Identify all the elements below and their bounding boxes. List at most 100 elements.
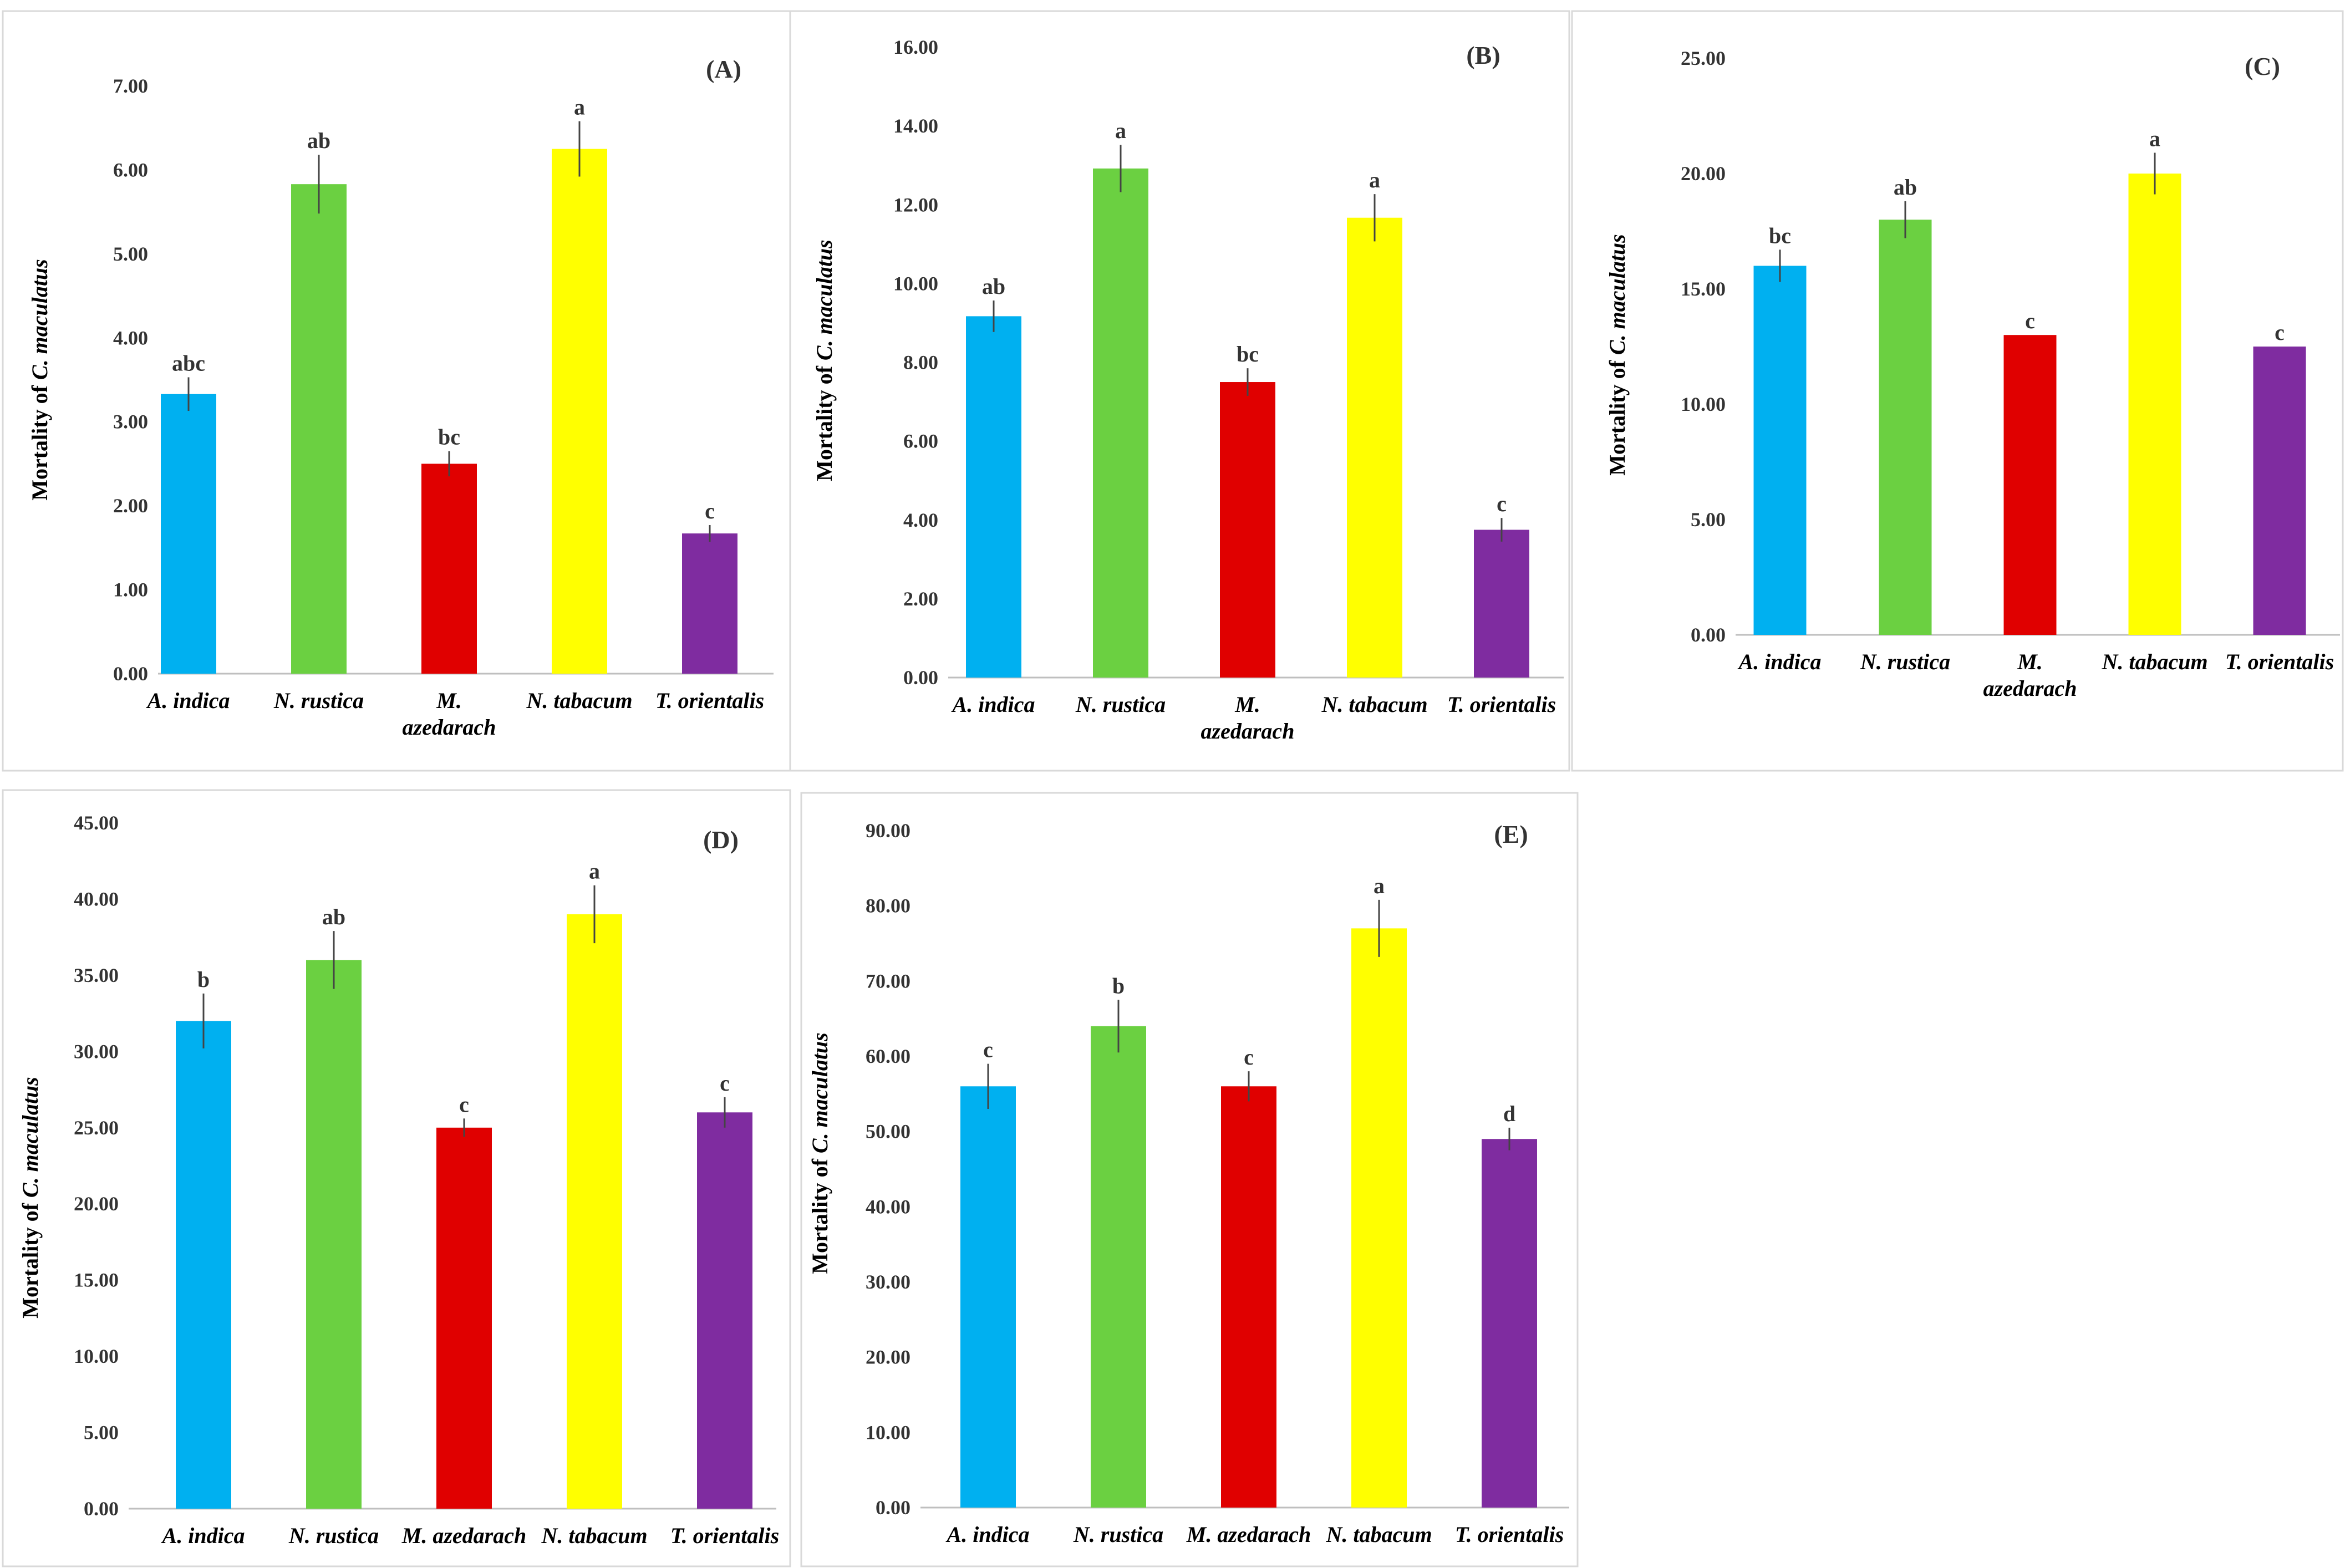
- y-tick-label: 40.00: [74, 888, 119, 910]
- significance-letter: b: [197, 967, 210, 992]
- significance-letter: ab: [307, 128, 330, 153]
- x-tick-label: M. azedarach: [1186, 1522, 1311, 1547]
- y-tick-label: 16.00: [893, 36, 938, 58]
- x-tick-label: T. orientalis: [670, 1523, 779, 1548]
- x-tick-label-line: T. orientalis: [670, 1523, 779, 1548]
- significance-letter: c: [705, 498, 715, 523]
- bar-t-orientalis: [1482, 1139, 1537, 1508]
- y-axis-label-prefix: Mortality of: [1605, 355, 1630, 476]
- x-tick-label-line: M.: [436, 688, 462, 713]
- y-tick-label: 1.00: [113, 579, 148, 601]
- panel-label: (C): [2245, 52, 2280, 80]
- y-tick-label: 2.00: [903, 588, 938, 610]
- bar-n-tabacum: [552, 149, 607, 674]
- significance-letter: a: [1115, 118, 1126, 143]
- significance-letter: a: [574, 95, 585, 120]
- y-axis-label-prefix: Mortality of: [27, 380, 52, 501]
- bar-n-tabacum: [2128, 174, 2181, 635]
- y-tick-label: 40.00: [866, 1195, 910, 1218]
- bar-n-rustica: [1093, 168, 1148, 678]
- y-tick-label: 20.00: [1681, 162, 1726, 185]
- y-tick-label: 30.00: [74, 1040, 119, 1062]
- x-tick-label-line: N. tabacum: [1321, 692, 1427, 717]
- y-axis-label: Mortality of C. maculatus: [1605, 234, 1630, 476]
- bar-t-orientalis: [697, 1112, 752, 1509]
- x-tick-label-line: T. orientalis: [1455, 1522, 1564, 1547]
- x-tick-label: N. rustica: [1860, 649, 1950, 674]
- significance-letter: d: [1503, 1101, 1515, 1126]
- y-tick-label: 4.00: [903, 509, 938, 531]
- y-tick-label: 3.00: [113, 411, 148, 433]
- x-tick-label-line: T. orientalis: [2225, 649, 2334, 674]
- bar-n-rustica: [1879, 220, 1932, 635]
- x-tick-label: N. tabacum: [2101, 649, 2207, 674]
- x-tick-label: N. tabacum: [1321, 692, 1427, 717]
- panel-border: [1571, 10, 2344, 772]
- x-tick-label: N. rustica: [1075, 692, 1166, 717]
- y-axis-label: Mortality of C. maculatus: [27, 259, 52, 501]
- y-axis-label-species: C. maculatus: [807, 1032, 832, 1153]
- y-tick-label: 10.00: [866, 1421, 910, 1443]
- x-tick-label: N. tabacum: [541, 1523, 647, 1548]
- x-tick-label: T. orientalis: [2225, 649, 2334, 674]
- y-axis-label-species: C. maculatus: [812, 240, 837, 360]
- x-tick-label: T. orientalis: [1455, 1522, 1564, 1547]
- panel-background: [790, 11, 1569, 771]
- panel-border: [800, 792, 1579, 1567]
- significance-letter: a: [2149, 126, 2160, 151]
- y-axis-label-prefix: Mortality of: [18, 1198, 43, 1318]
- panel-label: (D): [703, 826, 739, 854]
- bar-a-indica: [161, 394, 216, 674]
- significance-letter: bc: [1237, 342, 1259, 366]
- y-tick-label: 5.00: [84, 1422, 119, 1444]
- y-tick-label: 2.00: [113, 495, 148, 517]
- y-tick-label: 5.00: [1691, 508, 1726, 531]
- y-tick-label: 15.00: [1681, 278, 1726, 300]
- x-tick-label-line: N. rustica: [1075, 692, 1166, 717]
- x-tick-label: A. indica: [146, 688, 230, 713]
- y-tick-label: 0.00: [1691, 624, 1726, 646]
- significance-letter: a: [1369, 167, 1380, 192]
- significance-letter: c: [983, 1037, 993, 1062]
- bar-t-orientalis: [682, 533, 737, 674]
- x-tick-label: N. tabacum: [526, 688, 632, 713]
- significance-letter: bc: [438, 425, 460, 450]
- bar-m-azedarach: [1221, 1086, 1276, 1508]
- y-tick-label: 14.00: [893, 115, 938, 137]
- significance-letter: c: [1497, 491, 1507, 516]
- panel-border: [2, 789, 791, 1567]
- chart-panel-a: 0.00 1.00 2.00 3.00 4.00 5.00 6.00 7.00 Mortalit…: [2, 10, 791, 772]
- y-tick-label: 7.00: [113, 75, 148, 97]
- bar-n-rustica: [1091, 1026, 1146, 1508]
- significance-letter: b: [1112, 973, 1125, 998]
- bar-m-azedarach: [1220, 382, 1275, 678]
- x-tick-label: M. azedarach: [403, 688, 496, 740]
- x-tick-label: T. orientalis: [1447, 692, 1556, 717]
- y-tick-label: 8.00: [903, 352, 938, 374]
- y-tick-label: 12.00: [893, 194, 938, 216]
- y-tick-label: 25.00: [1681, 47, 1726, 69]
- significance-letter: a: [1374, 873, 1385, 898]
- y-tick-label: 6.00: [113, 159, 148, 181]
- bar-t-orientalis: [1474, 530, 1529, 678]
- bar-a-indica: [966, 316, 1021, 678]
- y-tick-label: 10.00: [1681, 393, 1726, 415]
- y-axis-label-species: C. maculatus: [1605, 234, 1630, 355]
- chart-panel-b: 0.00 2.00 4.00 6.00 8.00 10.00 12.00 14.00 16.00…: [789, 10, 1570, 772]
- x-tick-label: N. rustica: [273, 688, 364, 713]
- y-tick-label: 70.00: [866, 970, 910, 992]
- x-tick-label: T. orientalis: [655, 688, 764, 713]
- bar-m-azedarach: [421, 464, 477, 674]
- x-tick-label: M. azedarach: [1201, 692, 1295, 744]
- y-tick-label: 10.00: [74, 1345, 119, 1367]
- significance-letter: ab: [1894, 175, 1917, 200]
- significance-letter: ab: [982, 274, 1005, 299]
- bar-a-indica: [176, 1021, 231, 1509]
- x-tick-label: N. rustica: [1073, 1522, 1163, 1547]
- y-axis-label-species: C. maculatus: [27, 259, 52, 380]
- x-tick-label-line: N. tabacum: [2101, 649, 2207, 674]
- significance-letter: c: [1244, 1045, 1254, 1070]
- panel-background: [3, 11, 790, 771]
- x-tick-label-line: azedarach: [1983, 676, 2077, 701]
